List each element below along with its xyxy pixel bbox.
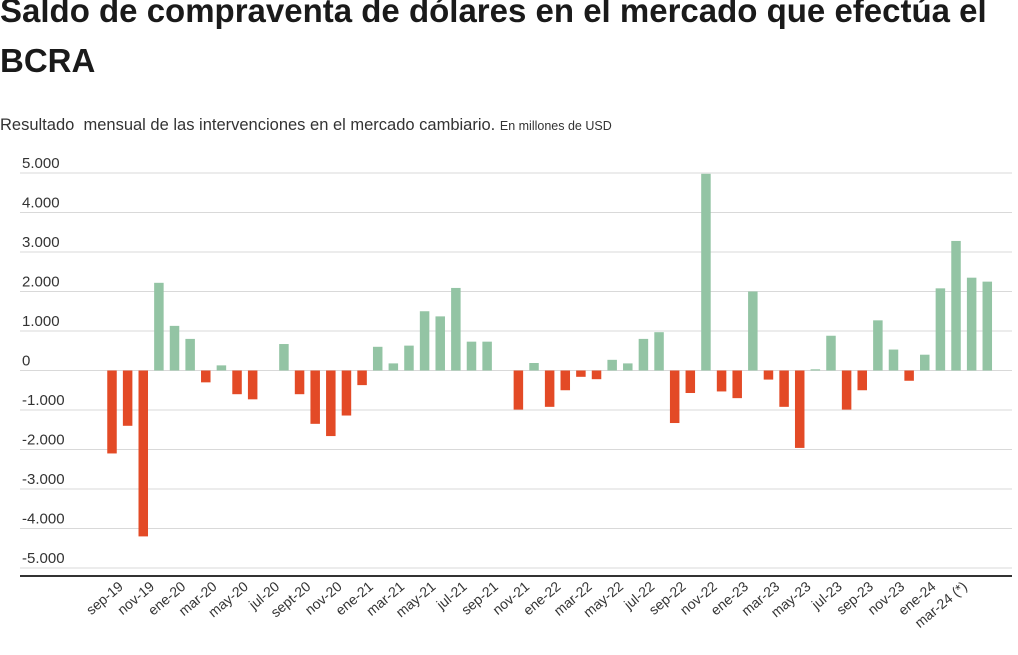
bar (357, 370, 367, 386)
y-tick-label: 2.000 (22, 274, 60, 291)
bar (310, 370, 320, 424)
bar (654, 332, 664, 371)
bar (404, 345, 414, 371)
bar (560, 370, 571, 391)
bar (169, 325, 180, 371)
bar (810, 369, 821, 371)
bar (419, 311, 430, 371)
bar (904, 370, 914, 381)
y-axis-ticks: 5.000 4.000 3.000 2.000 1.000 0 -1.000 -2.000 -3… (22, 155, 65, 567)
bar (920, 354, 930, 371)
bar (513, 370, 524, 410)
bar (466, 341, 477, 371)
bar (873, 320, 883, 371)
bar (201, 370, 211, 383)
bar (841, 370, 852, 410)
bar (576, 370, 586, 377)
subtitle-text: Resultado mensual de las intervenciones … (0, 116, 496, 134)
y-tick-label: 0 (22, 353, 30, 370)
bar (232, 370, 242, 395)
bar (326, 370, 336, 437)
bar (529, 363, 539, 371)
x-axis-ticks: sep-19nov-19ene-20mar-20may-20jul-20sept… (83, 578, 970, 631)
bar (779, 370, 789, 407)
bar (247, 370, 258, 400)
y-tick-label: -4.000 (22, 511, 65, 528)
bar (857, 370, 867, 391)
y-tick-label: -1.000 (22, 392, 65, 409)
bar (154, 282, 164, 371)
bar (216, 365, 227, 371)
unit-label: En millones de USD (499, 119, 612, 133)
bar (451, 287, 461, 371)
bar (544, 370, 555, 407)
bar (638, 338, 649, 371)
y-tick-label: -2.000 (22, 432, 65, 449)
y-tick-label: 3.000 (22, 234, 60, 251)
bar (732, 370, 742, 399)
bar (623, 363, 633, 371)
y-tick-label: 4.000 (22, 195, 60, 212)
bar (607, 359, 617, 371)
bar (279, 344, 289, 371)
y-tick-label: 5.000 (22, 155, 60, 172)
bar (982, 281, 993, 371)
y-tick-label: -5.000 (22, 550, 65, 567)
bar (701, 173, 711, 371)
bar (685, 370, 696, 394)
bars (107, 173, 993, 537)
bar (935, 288, 946, 371)
bar (482, 341, 492, 371)
chart-subtitle: Resultado mensual de las intervenciones … (0, 116, 612, 135)
bar (716, 370, 727, 392)
bar (591, 370, 602, 380)
chart-title: Saldo de compraventa de dólares en el me… (0, 0, 987, 79)
bar (372, 346, 383, 371)
bar (748, 291, 758, 371)
bar (888, 349, 899, 371)
y-tick-label: 1.000 (22, 313, 60, 330)
bar (966, 277, 977, 371)
bar (951, 240, 961, 371)
y-tick-label: -3.000 (22, 471, 65, 488)
bar (294, 370, 305, 395)
bar (107, 370, 117, 454)
bar (826, 335, 836, 371)
bar (185, 338, 195, 371)
bar (763, 370, 774, 380)
bar (435, 316, 445, 371)
bar (669, 370, 680, 424)
bar (388, 363, 399, 371)
bar (341, 370, 352, 416)
bar (122, 370, 133, 426)
bar (794, 370, 805, 448)
bar (138, 370, 149, 537)
